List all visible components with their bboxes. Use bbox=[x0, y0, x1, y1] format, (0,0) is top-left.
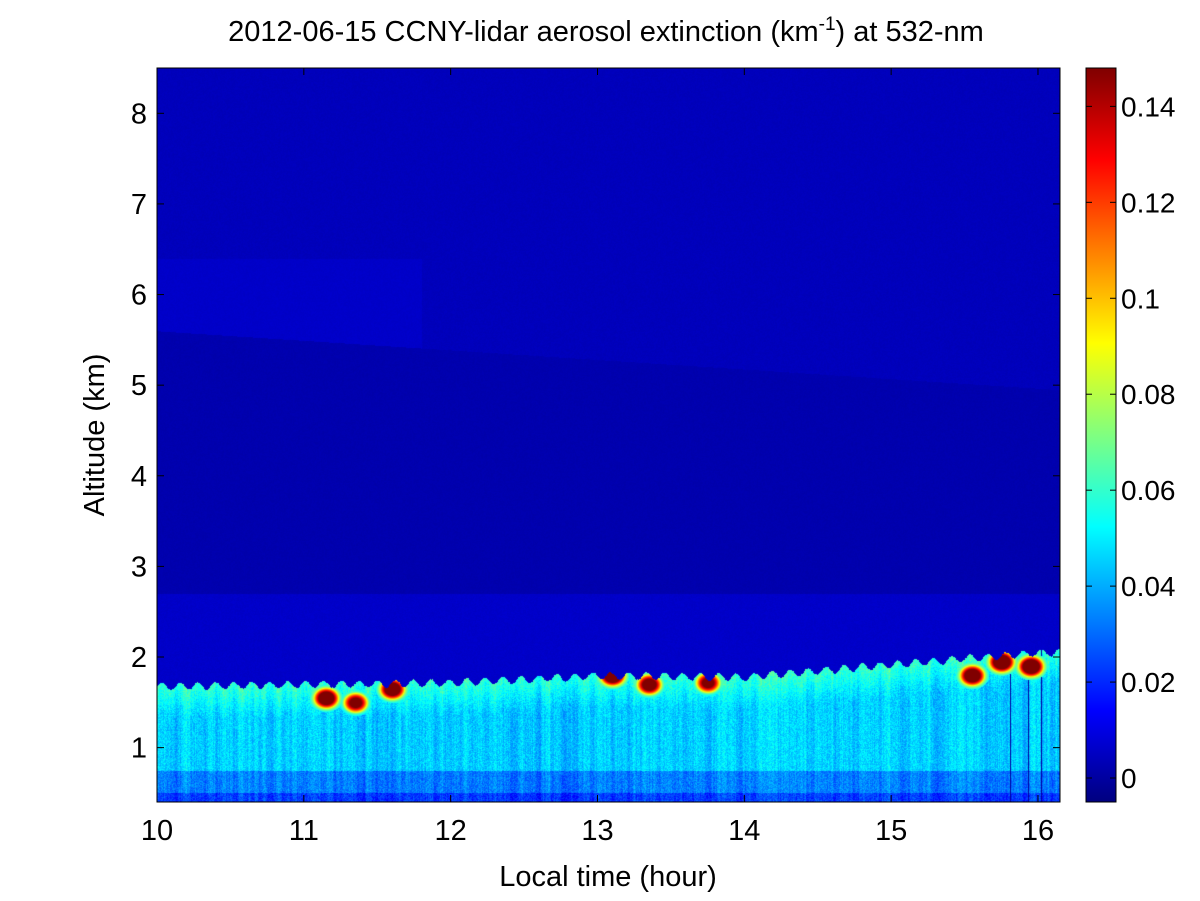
colorbar-tick-label: 0.06 bbox=[1121, 475, 1176, 506]
colorbar-tick-label: 0.12 bbox=[1121, 187, 1176, 218]
x-tick-label: 12 bbox=[435, 815, 467, 847]
plot-frame bbox=[156, 67, 1061, 803]
y-tick-label: 2 bbox=[131, 642, 147, 674]
x-tick-label: 11 bbox=[289, 815, 319, 847]
x-tick-label: 10 bbox=[141, 815, 173, 847]
colorbar: 0 0.02 0.04 0.06 0.08 0.1 0.12 0.14 bbox=[1085, 67, 1176, 803]
y-tick-label: 4 bbox=[131, 461, 147, 493]
y-axis: 1 2 3 4 5 6 7 8 bbox=[131, 98, 1060, 765]
chart-title-prefix: 2012-06-15 CCNY-lidar aerosol extinction… bbox=[228, 16, 818, 48]
colorbar-tick-label: 0.02 bbox=[1121, 667, 1176, 698]
chart-title-suffix: ) at 532-nm bbox=[836, 16, 984, 48]
x-tick-label: 16 bbox=[1022, 815, 1054, 847]
chart-title: 2012-06-15 CCNY-lidar aerosol extinction… bbox=[228, 14, 984, 48]
colorbar-tick-label: 0.08 bbox=[1121, 379, 1176, 410]
x-tick-label: 15 bbox=[875, 815, 907, 847]
y-tick-label: 3 bbox=[131, 551, 147, 583]
x-axis-label: Local time (hour) bbox=[499, 861, 717, 893]
x-tick-label: 14 bbox=[728, 815, 760, 847]
y-tick-label: 7 bbox=[131, 189, 147, 221]
colorbar-tick-label: 0.04 bbox=[1121, 571, 1176, 602]
y-tick-label: 8 bbox=[131, 98, 147, 130]
y-tick-label: 5 bbox=[131, 370, 147, 402]
colorbar-gradient bbox=[1085, 67, 1117, 803]
x-tick-label: 13 bbox=[581, 815, 613, 847]
chart-title-superscript: -1 bbox=[819, 14, 836, 35]
heatmap-image bbox=[157, 68, 1060, 802]
colorbar-tick-label: 0.1 bbox=[1121, 283, 1160, 314]
colorbar-tick-label: 0 bbox=[1121, 763, 1137, 794]
colorbar-ticks: 0 0.02 0.04 0.06 0.08 0.1 0.12 0.14 bbox=[1086, 91, 1176, 794]
y-tick-label: 6 bbox=[131, 280, 147, 312]
y-axis-label: Altitude (km) bbox=[79, 354, 111, 517]
colorbar-tick-label: 0.14 bbox=[1121, 91, 1176, 122]
y-tick-label: 1 bbox=[131, 733, 147, 765]
x-axis: 10 11 12 13 14 15 16 bbox=[141, 68, 1054, 847]
